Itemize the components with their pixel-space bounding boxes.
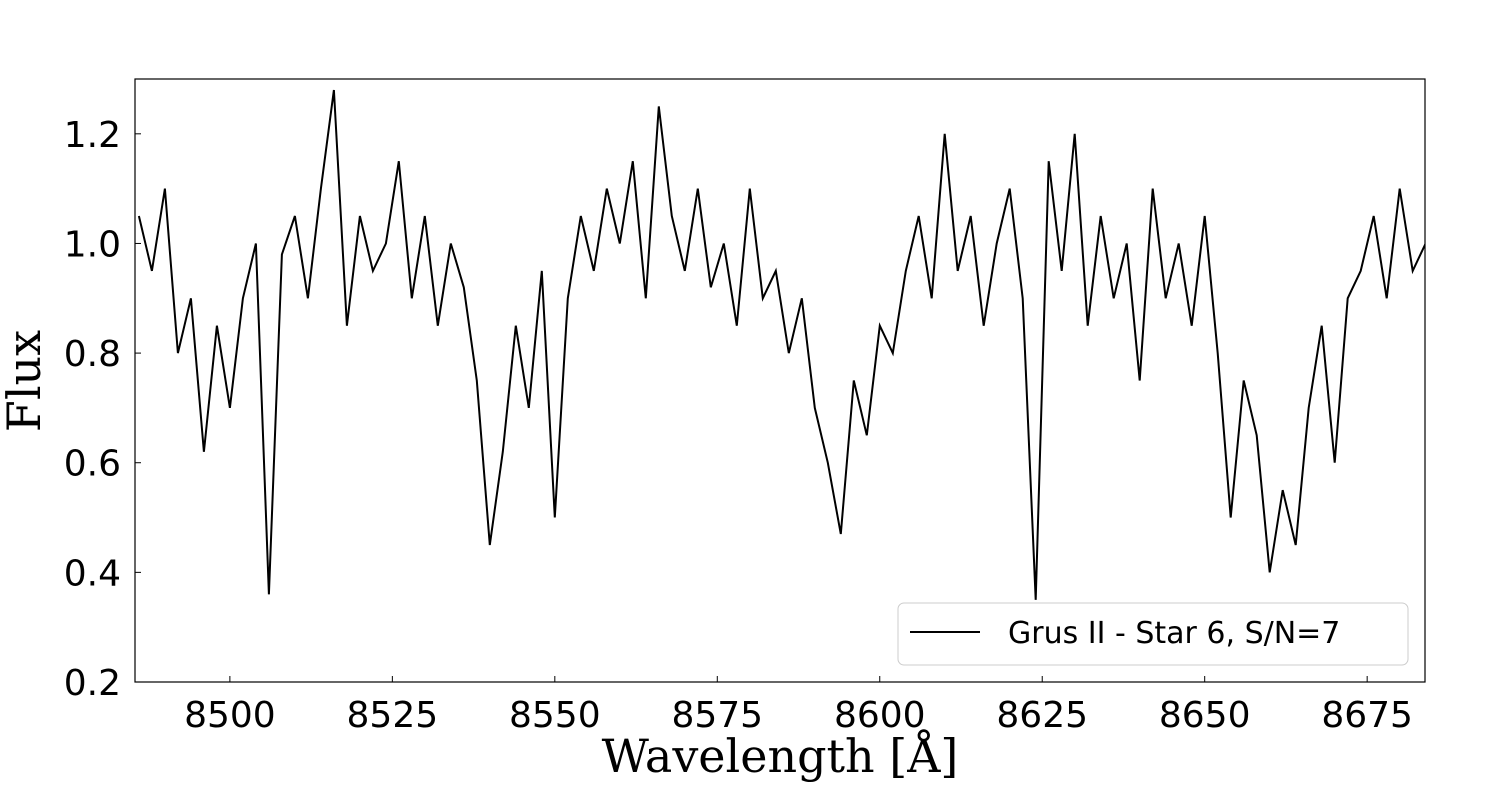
x-tick-label: 8625 (996, 695, 1088, 736)
y-tick-label: 0.4 (64, 553, 121, 594)
spectrum-line (137, 89, 1425, 600)
x-tick-label: 8500 (184, 695, 276, 736)
legend-label: Grus II - Star 6, S/N=7 (1008, 616, 1340, 651)
x-tick-label: 8550 (509, 695, 601, 736)
x-axis-label: Wavelength [Å] (602, 728, 959, 783)
y-axis-label: Flux (0, 330, 51, 432)
plot-frame (134, 78, 1426, 683)
y-tick-label: 1.2 (64, 115, 121, 156)
x-tick-label: 8575 (671, 695, 763, 736)
legend-box (897, 602, 1409, 666)
y-tick-label: 1.0 (64, 224, 121, 265)
x-tick-label: 8650 (1159, 695, 1251, 736)
y-tick-label: 0.6 (64, 444, 121, 485)
x-tick-label: 8525 (347, 695, 439, 736)
x-tick-label: 8600 (834, 695, 926, 736)
x-tick-label: 8675 (1321, 695, 1413, 736)
y-tick-label: 0.2 (64, 663, 121, 704)
y-tick-label: 0.8 (64, 334, 121, 375)
